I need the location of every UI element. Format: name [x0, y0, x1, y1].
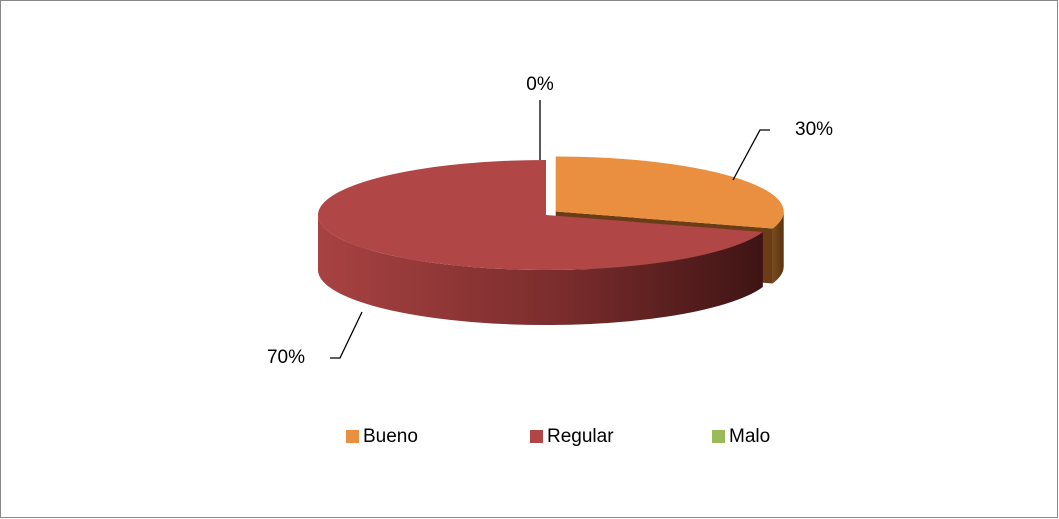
data-label: 30%: [795, 119, 833, 140]
legend-label: Malo: [729, 426, 770, 447]
slice-side: [772, 211, 784, 284]
legend-label: Regular: [547, 426, 614, 447]
slice-side: [317, 215, 763, 325]
slice: [555, 156, 784, 229]
legend-swatch: [530, 430, 543, 443]
legend-swatch: [346, 430, 359, 443]
leader-line: [330, 311, 363, 359]
slice: [317, 159, 763, 270]
data-label: 70%: [267, 347, 305, 368]
legend-swatch: [712, 430, 725, 443]
leader-line: [732, 129, 770, 181]
legend: Bueno Regular Malo: [346, 426, 770, 447]
legend-label: Bueno: [363, 426, 418, 447]
pie: 30% 70% 0%: [267, 74, 833, 368]
data-label: 0%: [526, 74, 554, 95]
